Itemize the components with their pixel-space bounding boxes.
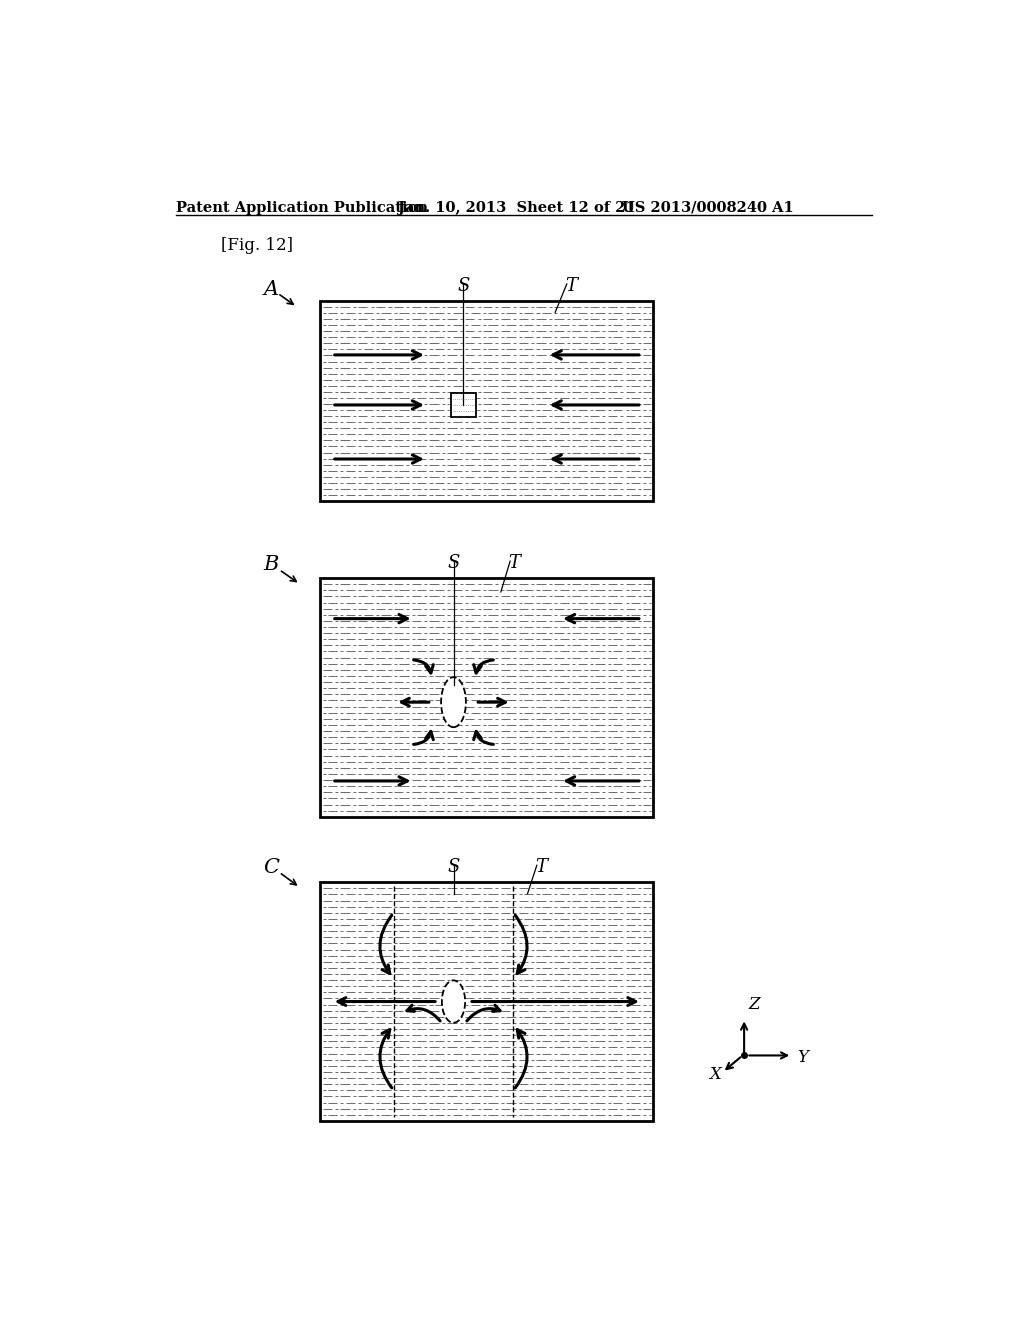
Bar (321, 578, 653, 817)
Text: B: B (263, 554, 279, 574)
Bar (452, 392, 476, 417)
Ellipse shape (442, 981, 465, 1023)
Text: T: T (508, 554, 520, 572)
Text: Patent Application Publication: Patent Application Publication (176, 201, 428, 215)
Bar (321, 301, 653, 502)
Text: Z: Z (748, 997, 760, 1014)
Text: [Fig. 12]: [Fig. 12] (221, 238, 293, 253)
Ellipse shape (441, 677, 466, 727)
Text: T: T (535, 858, 547, 876)
Bar (321, 882, 653, 1121)
Text: S: S (458, 277, 470, 294)
Text: A: A (263, 280, 279, 300)
Text: T: T (564, 277, 577, 294)
Text: X: X (709, 1065, 721, 1082)
Text: S: S (447, 554, 460, 572)
Text: Jan. 10, 2013  Sheet 12 of 21: Jan. 10, 2013 Sheet 12 of 21 (397, 201, 636, 215)
Text: C: C (263, 858, 280, 876)
Text: US 2013/0008240 A1: US 2013/0008240 A1 (623, 201, 795, 215)
Text: Y: Y (797, 1049, 808, 1067)
Text: S: S (447, 858, 460, 876)
